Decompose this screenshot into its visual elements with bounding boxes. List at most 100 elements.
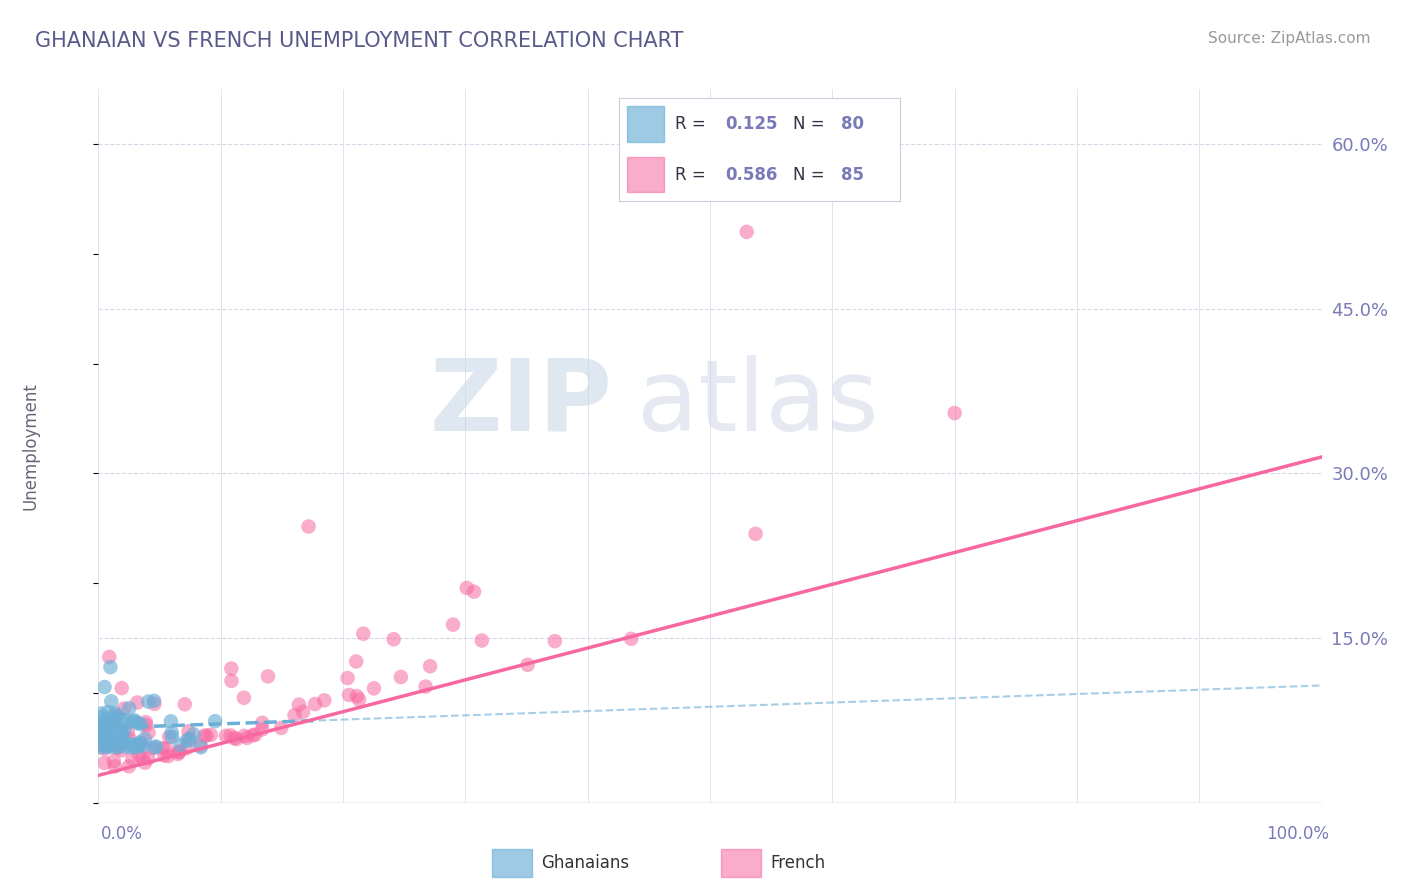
Ghanaians xyxy=(96,713,118,727)
Ghanaians xyxy=(124,714,146,728)
French xyxy=(225,732,247,747)
Text: ZIP: ZIP xyxy=(429,355,612,451)
Text: R =: R = xyxy=(675,115,711,133)
Bar xyxy=(492,849,531,877)
French xyxy=(352,626,374,640)
French xyxy=(105,741,128,756)
French xyxy=(233,729,256,743)
Ghanaians xyxy=(160,714,183,729)
French xyxy=(169,744,191,758)
Text: atlas: atlas xyxy=(637,355,879,451)
Ghanaians xyxy=(90,723,112,738)
French xyxy=(250,723,273,737)
Ghanaians xyxy=(190,740,212,755)
Ghanaians xyxy=(179,733,201,747)
French xyxy=(101,717,124,731)
Ghanaians xyxy=(115,739,138,754)
French xyxy=(110,743,132,757)
Ghanaians xyxy=(132,739,155,753)
Ghanaians xyxy=(129,717,152,731)
French xyxy=(118,732,141,747)
Ghanaians xyxy=(110,723,132,737)
French xyxy=(177,724,200,739)
French xyxy=(167,747,190,761)
French xyxy=(128,748,150,763)
French xyxy=(155,741,177,756)
Ghanaians xyxy=(134,731,156,746)
Text: GHANAIAN VS FRENCH UNEMPLOYMENT CORRELATION CHART: GHANAIAN VS FRENCH UNEMPLOYMENT CORRELAT… xyxy=(35,31,683,51)
French xyxy=(104,708,127,723)
Ghanaians xyxy=(160,730,183,744)
Ghanaians xyxy=(169,738,191,752)
French xyxy=(173,698,195,712)
Ghanaians xyxy=(94,731,117,745)
Bar xyxy=(627,106,664,142)
Ghanaians xyxy=(97,705,120,719)
Ghanaians xyxy=(93,680,115,694)
Ghanaians xyxy=(107,738,129,752)
French xyxy=(135,718,157,732)
Text: Unemployment: Unemployment xyxy=(22,382,39,510)
Ghanaians xyxy=(111,729,134,743)
Ghanaians xyxy=(101,715,124,730)
Text: Ghanaians: Ghanaians xyxy=(541,854,628,872)
French xyxy=(97,730,120,744)
Ghanaians xyxy=(97,735,120,749)
Ghanaians xyxy=(127,716,149,731)
Ghanaians xyxy=(128,739,150,753)
Ghanaians xyxy=(127,740,149,755)
French xyxy=(221,662,243,676)
French xyxy=(112,701,135,715)
French xyxy=(176,741,198,756)
Ghanaians xyxy=(94,714,117,729)
French xyxy=(242,728,264,742)
French xyxy=(219,729,242,743)
Text: 80: 80 xyxy=(841,115,863,133)
French xyxy=(104,759,127,773)
French xyxy=(118,759,141,773)
French xyxy=(252,715,274,730)
French xyxy=(297,519,319,533)
French xyxy=(93,727,115,741)
French xyxy=(195,729,218,743)
French xyxy=(245,728,267,742)
French xyxy=(117,724,139,739)
Ghanaians xyxy=(125,738,148,752)
French xyxy=(190,739,212,753)
Ghanaians xyxy=(105,737,128,751)
Ghanaians xyxy=(91,719,114,733)
French xyxy=(131,751,153,765)
French xyxy=(288,698,311,712)
French xyxy=(336,671,359,685)
French xyxy=(143,697,166,711)
French xyxy=(415,680,437,694)
French xyxy=(257,669,280,683)
French xyxy=(98,649,121,664)
Ghanaians xyxy=(91,729,114,743)
Text: N =: N = xyxy=(793,166,830,184)
Ghanaians xyxy=(145,739,167,754)
Ghanaians xyxy=(105,720,128,734)
Text: 0.125: 0.125 xyxy=(725,115,778,133)
Ghanaians xyxy=(110,713,132,727)
French xyxy=(471,633,494,648)
Ghanaians xyxy=(204,714,226,728)
Ghanaians xyxy=(107,731,129,746)
Ghanaians xyxy=(128,735,150,749)
Bar xyxy=(721,849,762,877)
French xyxy=(943,406,966,420)
French xyxy=(344,655,367,669)
Ghanaians xyxy=(107,734,129,748)
French xyxy=(152,741,174,756)
Ghanaians xyxy=(160,725,183,739)
Ghanaians xyxy=(107,725,129,739)
Ghanaians xyxy=(120,738,142,752)
Ghanaians xyxy=(101,728,124,742)
Ghanaians xyxy=(90,738,112,752)
French xyxy=(441,617,464,632)
French xyxy=(141,741,163,756)
Text: Source: ZipAtlas.com: Source: ZipAtlas.com xyxy=(1208,31,1371,46)
Ghanaians xyxy=(108,731,131,745)
Ghanaians xyxy=(91,726,114,740)
Ghanaians xyxy=(121,740,143,755)
